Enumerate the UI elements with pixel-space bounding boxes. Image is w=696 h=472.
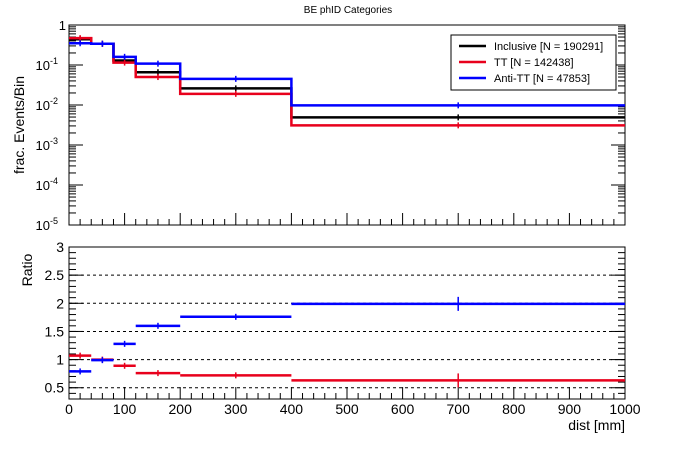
x-tick-label: 1000	[609, 401, 640, 417]
ratio-y-tick-label: 2	[56, 295, 64, 311]
ratio-plot-frame	[68, 246, 626, 400]
ratio-y-tick-label: 1.5	[45, 323, 65, 339]
main-y-tick-label: 10-5	[36, 216, 58, 233]
legend: Inclusive [N = 190291] TT [N = 142438] Ant…	[450, 34, 617, 91]
ratio-series-group	[69, 296, 625, 388]
x-axis-label: dist [mm]	[568, 417, 625, 433]
main-series-line	[69, 41, 625, 107]
ratio-y-tick-label: 1	[56, 352, 64, 368]
ratio-x-axis: 0 100 200 300 400 500 600 700 800 900 1000	[65, 387, 641, 417]
ratio-y-tick-label: 3	[56, 239, 64, 255]
x-tick-label: 800	[502, 401, 526, 417]
main-plot-panel: 10-5 10-4 10-3 10-2 10-1 1 frac. Events/Bin I…	[11, 18, 626, 233]
chart-title: BE phID Categories	[304, 5, 392, 16]
main-y-tick-label: 10-1	[36, 56, 58, 73]
ratio-y-axis-label: Ratio	[19, 253, 35, 286]
main-y-tick-label: 1	[59, 18, 66, 33]
x-tick-label: 700	[447, 401, 471, 417]
legend-label: TT [N = 142438]	[494, 57, 574, 69]
main-y-axis-label: frac. Events/Bin	[11, 76, 27, 174]
main-series-group	[69, 35, 625, 129]
main-y-tick-label: 10-2	[36, 96, 58, 113]
main-y-tick-label: 10-4	[36, 176, 58, 193]
x-tick-label: 500	[335, 401, 359, 417]
main-x-axis-ticks	[68, 213, 626, 225]
x-tick-label: 300	[224, 401, 248, 417]
ratio-y-axis: 0.5 1 1.5 2 2.5 3	[45, 239, 625, 396]
main-y-tick-exponent: -4	[50, 176, 58, 186]
ratio-y-tick-label: 2.5	[45, 267, 65, 283]
main-y-tick-exponent: -1	[50, 56, 58, 66]
x-tick-label: 900	[558, 401, 582, 417]
main-y-tick-exponent: -3	[50, 136, 58, 146]
x-tick-label: 600	[391, 401, 415, 417]
legend-label: Anti-TT [N = 47853]	[494, 73, 590, 85]
main-y-tick-label: 10-3	[36, 136, 58, 153]
x-tick-label: 200	[169, 401, 193, 417]
main-y-tick-exponent: -2	[50, 96, 58, 106]
legend-label: Inclusive [N = 190291]	[494, 41, 603, 53]
x-tick-label: 400	[280, 401, 304, 417]
main-y-tick-exponent: -5	[50, 216, 58, 226]
ratio-plot-panel: 0.5 1 1.5 2 2.5 3 0 100 200 300 400 500 600 700 800 90…	[19, 239, 641, 433]
x-tick-label: 0	[65, 401, 73, 417]
ratio-y-tick-label: 0.5	[45, 380, 65, 396]
x-tick-label: 100	[113, 401, 137, 417]
ratio-gridlines	[69, 274, 625, 389]
